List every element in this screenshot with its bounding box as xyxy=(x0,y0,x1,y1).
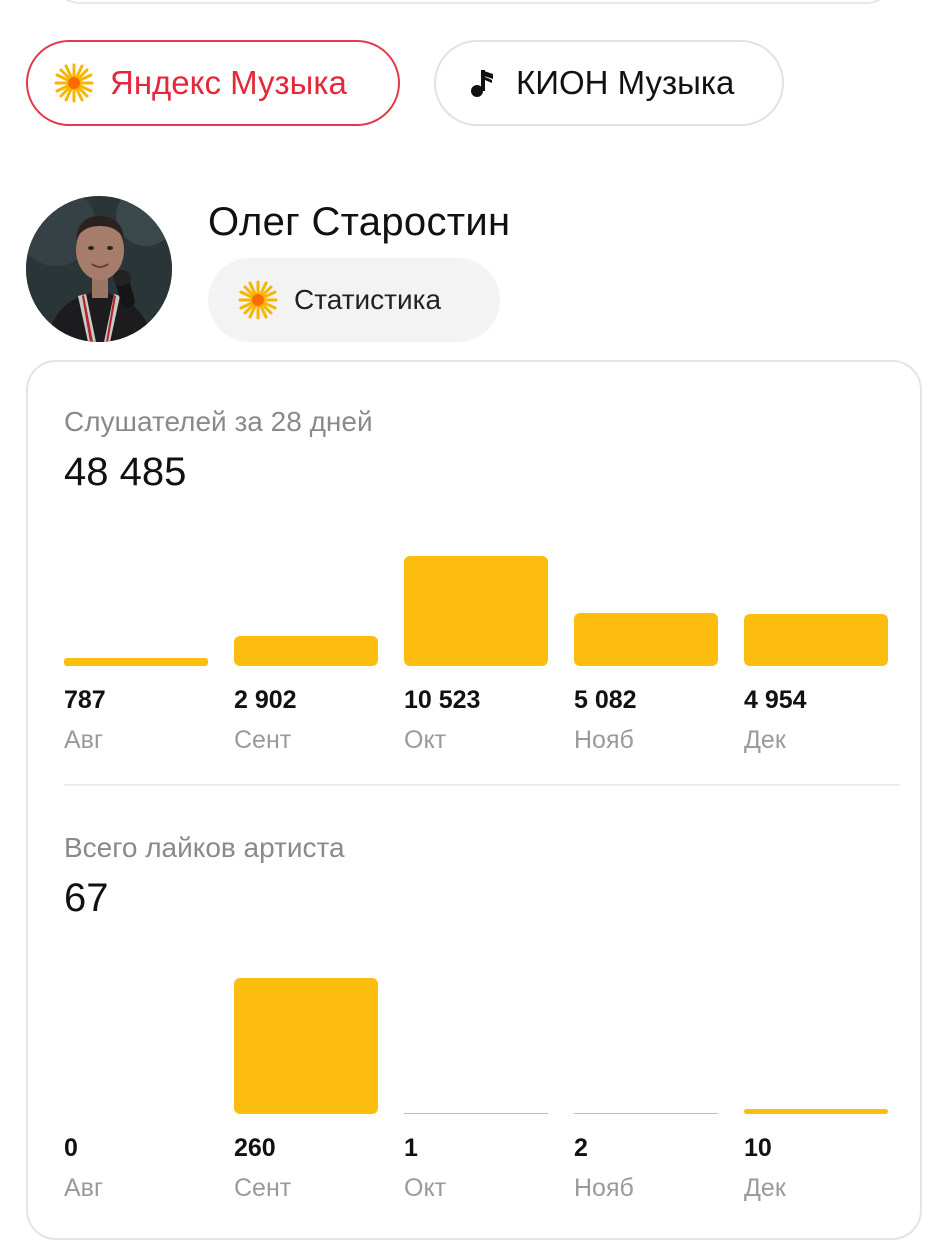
likes-chart: 0 Авг 260 Сент 1 Окт 2 Нояб 10 Дек xyxy=(64,942,904,1202)
listeners-bar-value-2: 10 523 xyxy=(404,686,481,714)
listeners-chart: 787 Авг 2 902 Сент 10 523 Окт 5 082 Нояб 4 954 Де… xyxy=(64,536,904,776)
listeners-bar-month-1: Сент xyxy=(234,726,292,754)
yandex-music-star-icon xyxy=(54,63,94,103)
artist-header: Олег Старостин Статистика xyxy=(26,196,906,344)
listeners-bar-month-4: Дек xyxy=(744,726,786,754)
likes-bar-month-4: Дек xyxy=(744,1174,786,1202)
tab-yandex-music-label: Яндекс Музыка xyxy=(110,64,347,101)
likes-bar-value-3: 2 xyxy=(574,1134,588,1162)
likes-bar-month-3: Нояб xyxy=(574,1174,634,1202)
likes-bar-2[interactable] xyxy=(404,1113,548,1114)
likes-bar-value-2: 1 xyxy=(404,1134,418,1162)
likes-bar-month-0: Авг xyxy=(64,1174,104,1202)
listeners-bar-4[interactable] xyxy=(744,614,888,666)
likes-total: 67 xyxy=(64,876,109,920)
likes-bar-month-1: Сент xyxy=(234,1174,292,1202)
service-tabs: Яндекс Музыка КИОН Музыка xyxy=(26,40,784,126)
yandex-music-star-icon xyxy=(238,280,278,320)
listeners-bar-month-2: Окт xyxy=(404,726,447,754)
likes-bar-value-0: 0 xyxy=(64,1134,78,1162)
listeners-bar-0[interactable] xyxy=(64,658,208,666)
statistics-button-label: Статистика xyxy=(294,284,442,315)
listeners-bar-value-4: 4 954 xyxy=(744,686,807,714)
music-note-icon xyxy=(471,70,493,97)
listeners-bar-3[interactable] xyxy=(574,613,718,666)
likes-bar-3[interactable] xyxy=(574,1113,718,1114)
artist-photo xyxy=(26,196,172,342)
tab-kion-music-label: КИОН Музыка xyxy=(516,64,735,101)
likes-bar-1[interactable] xyxy=(234,978,378,1114)
listeners-bar-1[interactable] xyxy=(234,636,378,666)
previous-card-edge xyxy=(50,0,896,4)
listeners-bar-value-3: 5 082 xyxy=(574,686,637,714)
listeners-bar-value-1: 2 902 xyxy=(234,686,297,714)
artist-name: Олег Старостин xyxy=(208,200,511,244)
listeners-title: Слушателей за 28 дней xyxy=(64,406,373,437)
tab-kion-music[interactable]: КИОН Музыка xyxy=(434,40,784,126)
statistics-button[interactable]: Статистика xyxy=(208,258,500,342)
listeners-total: 48 485 xyxy=(64,450,187,494)
likes-section: Всего лайков артиста 67 0 Авг 260 Сент 1 Окт 2… xyxy=(64,832,904,1202)
listeners-bar-month-3: Нояб xyxy=(574,726,634,754)
listeners-section: Слушателей за 28 дней 48 485 787 Авг 2 902… xyxy=(64,406,904,766)
likes-title: Всего лайков артиста xyxy=(64,832,345,863)
likes-bar-4[interactable] xyxy=(744,1109,888,1114)
artist-avatar[interactable] xyxy=(26,196,172,342)
likes-bar-value-4: 10 xyxy=(744,1134,772,1162)
likes-bar-month-2: Окт xyxy=(404,1174,447,1202)
section-divider xyxy=(64,784,900,786)
listeners-bar-2[interactable] xyxy=(404,556,548,666)
listeners-bar-value-0: 787 xyxy=(64,686,106,714)
tab-yandex-music[interactable]: Яндекс Музыка xyxy=(26,40,400,126)
listeners-bar-month-0: Авг xyxy=(64,726,104,754)
likes-bar-value-1: 260 xyxy=(234,1134,276,1162)
statistics-card: Слушателей за 28 дней 48 485 787 Авг 2 902… xyxy=(26,360,922,1240)
